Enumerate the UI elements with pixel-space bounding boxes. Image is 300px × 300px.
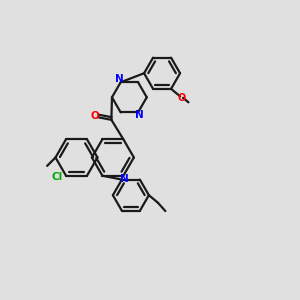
Text: N: N (135, 110, 144, 120)
Text: O: O (177, 93, 186, 103)
Text: O: O (91, 111, 99, 121)
Text: N: N (115, 74, 124, 84)
Text: N: N (120, 174, 128, 184)
Text: Cl: Cl (51, 172, 63, 182)
